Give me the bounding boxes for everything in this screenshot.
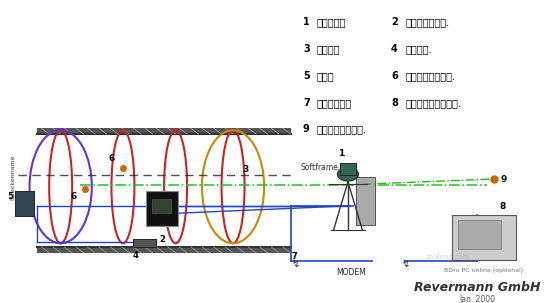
Text: Softframe: Softframe [300, 163, 338, 172]
Text: 洞外系统控制计算机.: 洞外系统控制计算机. [405, 98, 461, 108]
Text: 8: 8 [391, 98, 398, 108]
Text: 6: 6 [108, 154, 115, 162]
Text: 8: 8 [500, 202, 506, 211]
Text: 3: 3 [242, 165, 249, 174]
Text: 5: 5 [303, 71, 310, 81]
Bar [152, 199, 171, 213]
Text: 7: 7 [291, 252, 297, 261]
Text: 1: 1 [303, 17, 310, 27]
Text: 计算机处理系统.: 计算机处理系统. [405, 17, 450, 27]
Text: 9: 9 [303, 125, 310, 135]
Text: 信号传输装置: 信号传输装置 [316, 98, 352, 108]
Bar [458, 220, 501, 249]
Text: 7: 7 [303, 98, 310, 108]
Text: 净空测量: 净空测量 [316, 44, 340, 54]
Text: ↯: ↯ [291, 258, 300, 268]
Text: 马达棱镜（前视）.: 马达棱镜（前视）. [405, 71, 455, 81]
Text: 4: 4 [133, 251, 138, 260]
Text: Revermann GmbH: Revermann GmbH [414, 281, 540, 294]
Ellipse shape [338, 168, 358, 181]
Text: 远程棱镜（后视）.: 远程棱镜（后视）. [316, 125, 366, 135]
Text: BDro PC online (optional): BDro PC online (optional) [445, 268, 524, 273]
Text: Jan. 2000: Jan. 2000 [459, 295, 495, 303]
Text: Streckenname: Streckenname [10, 155, 15, 200]
Text: 数据传输.: 数据传输. [405, 44, 432, 54]
Text: ↯: ↯ [402, 258, 409, 268]
Text: 1: 1 [338, 149, 344, 158]
Bar [356, 177, 375, 225]
Text: 6: 6 [70, 192, 76, 201]
Text: 4: 4 [391, 44, 398, 54]
Text: 3: 3 [303, 44, 310, 54]
FancyBboxPatch shape [146, 191, 179, 226]
Text: 2: 2 [159, 235, 165, 244]
Text: 2: 2 [391, 17, 398, 27]
Text: zhulong.com: zhulong.com [426, 254, 471, 260]
Bar [37, 247, 291, 253]
FancyBboxPatch shape [452, 215, 516, 259]
Text: 6: 6 [391, 71, 398, 81]
Text: 马达全站仪: 马达全站仪 [316, 17, 346, 27]
Text: 倾斜仪: 倾斜仪 [316, 71, 334, 81]
Bar [340, 163, 356, 175]
Bar [133, 239, 156, 247]
Bar [37, 128, 291, 134]
Text: 5: 5 [7, 191, 14, 201]
Text: MODEM: MODEM [336, 268, 366, 277]
FancyBboxPatch shape [15, 191, 34, 216]
Text: 9: 9 [500, 175, 507, 184]
